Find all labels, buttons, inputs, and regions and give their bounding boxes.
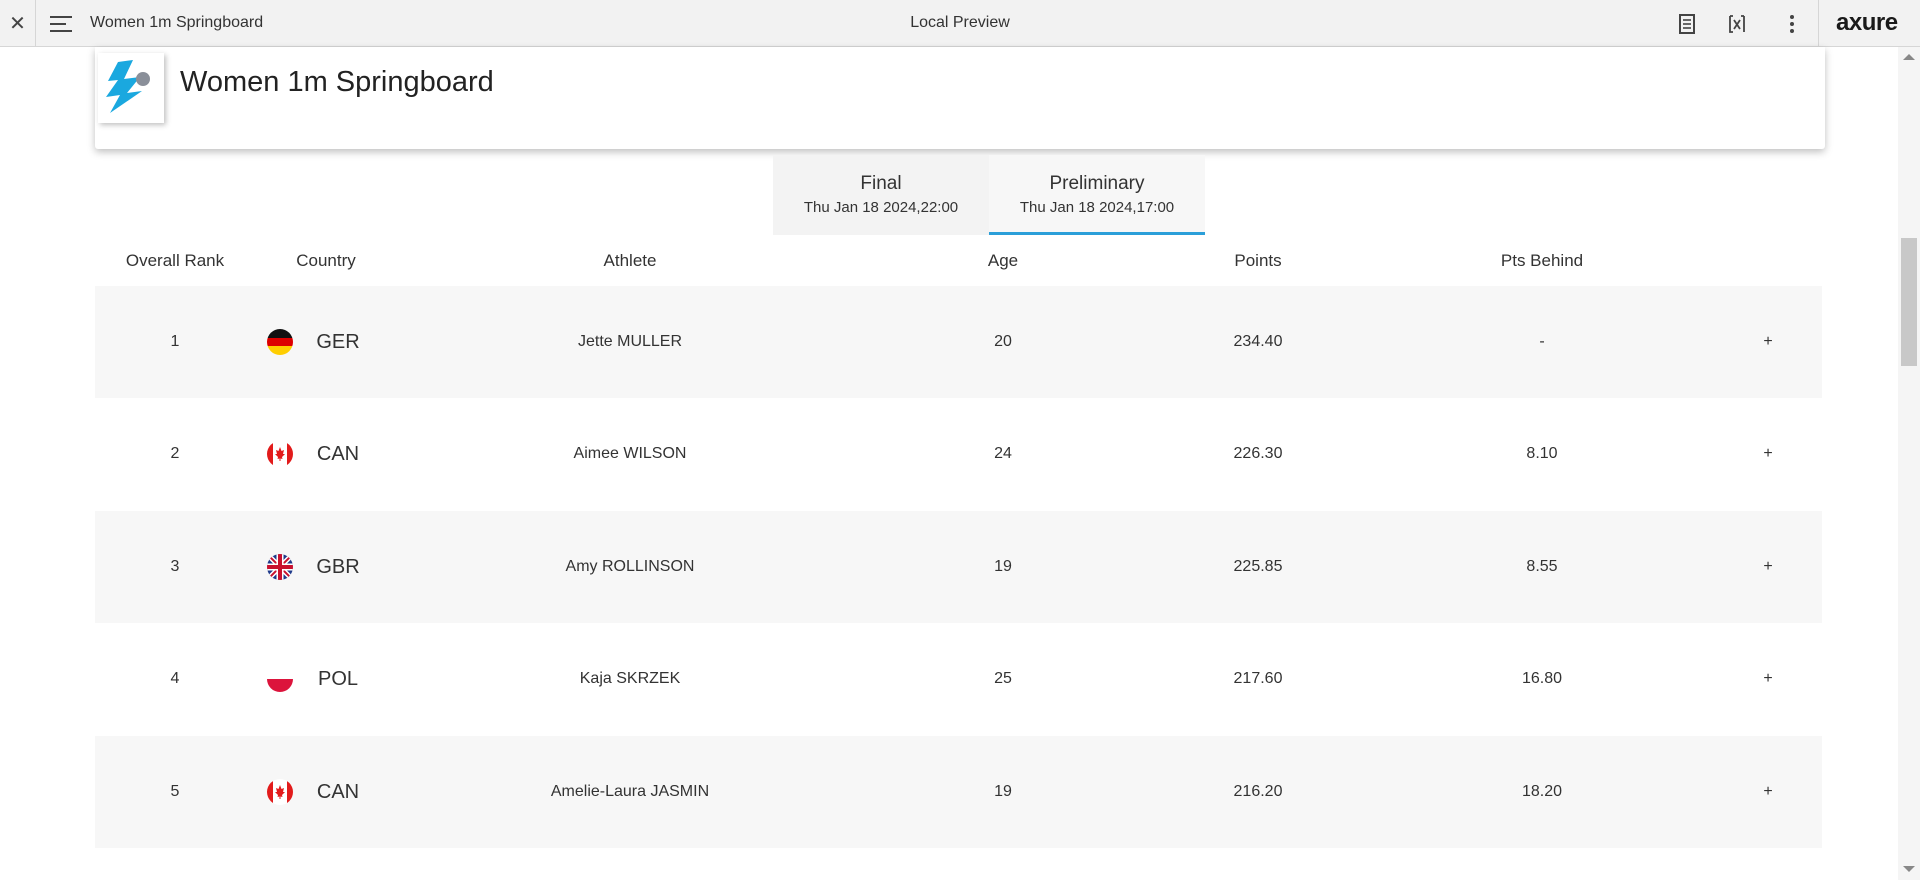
athlete-name[interactable]: Kaja SKRZEK (579, 670, 681, 687)
close-icon[interactable]: ✕ (0, 0, 36, 47)
scroll-down-icon[interactable] (1903, 866, 1915, 872)
country-code: GER (316, 330, 360, 353)
age-cell: 19 (994, 783, 1012, 800)
canada-flag-icon (267, 779, 293, 805)
country-code: CAN (316, 442, 360, 465)
rank-cell: 2 (170, 445, 180, 462)
col-header-points: Points (1234, 251, 1282, 270)
page-scrollbar[interactable] (1898, 47, 1920, 880)
athlete-name[interactable]: Jette MULLER (577, 333, 683, 350)
pts-behind-cell: 8.10 (1526, 445, 1558, 462)
table-row[interactable]: 1 GER Jette MULLER 20 234.40 - + (95, 286, 1822, 398)
expand-row-button[interactable]: + (1763, 670, 1773, 687)
tab-date: Thu Jan 18 2024,22:00 (803, 199, 959, 216)
expand-row-button[interactable]: + (1763, 445, 1773, 462)
table-row[interactable]: 4 POL Kaja SKRZEK 25 217.60 16.80 + (95, 623, 1822, 735)
tab-label: Preliminary (1049, 173, 1145, 194)
expand-row-button[interactable]: + (1763, 333, 1773, 350)
round-tabs: Final Thu Jan 18 2024,22:00 Preliminary … (773, 155, 1205, 235)
event-title: Women 1m Springboard (180, 66, 494, 98)
diving-icon (106, 60, 150, 113)
event-header-card (95, 47, 1825, 149)
table-row[interactable]: 5 CAN Amelie-Laura JASMIN 19 216.20 18.2… (95, 736, 1822, 848)
country-code: POL (317, 667, 359, 690)
athlete-name[interactable]: Amy ROLLINSON (565, 558, 695, 575)
pts-behind-cell: - (1539, 333, 1545, 350)
expand-row-button[interactable]: + (1763, 558, 1773, 575)
table-row[interactable]: 3 GBR Amy ROLLINSON 19 225.85 8.55 + (95, 511, 1822, 623)
country-cell: CAN (267, 398, 363, 510)
notes-icon[interactable] (1675, 12, 1699, 36)
table-row[interactable]: 2 CAN Aimee WILSON 24 226.30 8.10 + (95, 398, 1822, 510)
age-cell: 25 (994, 670, 1012, 687)
scroll-thumb[interactable] (1901, 238, 1917, 366)
preview-title: Local Preview (910, 14, 1010, 31)
country-code: GBR (316, 555, 360, 578)
germany-flag-icon (267, 329, 293, 355)
athlete-name[interactable]: Amelie-Laura JASMIN (550, 783, 710, 800)
athlete-name[interactable]: Aimee WILSON (573, 445, 687, 462)
country-code: CAN (316, 780, 360, 803)
uk-flag-icon (267, 554, 293, 580)
points-cell: 217.60 (1233, 670, 1283, 687)
variables-icon[interactable] (1725, 12, 1749, 36)
canada-flag-icon (267, 441, 293, 467)
country-cell: GBR (267, 511, 363, 623)
pts-behind-cell: 16.80 (1521, 670, 1563, 687)
preview-toolbar: ✕ Women 1m Springboard Local Preview axu… (0, 0, 1920, 47)
points-cell: 234.40 (1233, 333, 1283, 350)
country-cell: CAN (267, 736, 363, 848)
tab-final[interactable]: Final Thu Jan 18 2024,22:00 (773, 155, 989, 235)
age-cell: 24 (994, 445, 1012, 462)
menu-icon[interactable] (50, 13, 74, 35)
rank-cell: 5 (170, 783, 180, 800)
col-header-age: Age (987, 251, 1019, 270)
scroll-up-icon[interactable] (1903, 54, 1915, 60)
points-cell: 216.20 (1233, 783, 1283, 800)
col-header-country: Country (296, 251, 356, 270)
toolbar-divider (1818, 0, 1819, 47)
rank-cell: 4 (170, 670, 180, 687)
poland-flag-icon (267, 666, 293, 692)
page-name[interactable]: Women 1m Springboard (90, 14, 264, 31)
age-cell: 20 (994, 333, 1012, 350)
tab-label: Final (860, 173, 902, 194)
points-cell: 225.85 (1233, 558, 1283, 575)
expand-row-button[interactable]: + (1763, 783, 1773, 800)
axure-logo: axure (1836, 9, 1898, 36)
points-cell: 226.30 (1233, 445, 1283, 462)
country-cell: GER (267, 286, 363, 398)
rank-cell: 3 (170, 558, 180, 575)
age-cell: 19 (994, 558, 1012, 575)
col-header-rank: Overall Rank (125, 251, 225, 270)
col-header-pts-behind: Pts Behind (1500, 251, 1584, 270)
tab-date: Thu Jan 18 2024,17:00 (1019, 199, 1175, 216)
more-icon[interactable] (1780, 12, 1804, 36)
pts-behind-cell: 8.55 (1526, 558, 1558, 575)
tab-preliminary[interactable]: Preliminary Thu Jan 18 2024,17:00 (989, 155, 1205, 235)
results-table-header: Overall Rank Country Athlete Age Points … (95, 245, 1822, 275)
pts-behind-cell: 18.20 (1521, 783, 1563, 800)
rank-cell: 1 (170, 333, 180, 350)
country-cell: POL (267, 623, 363, 735)
event-logo (98, 53, 164, 123)
col-header-athlete: Athlete (603, 251, 657, 270)
